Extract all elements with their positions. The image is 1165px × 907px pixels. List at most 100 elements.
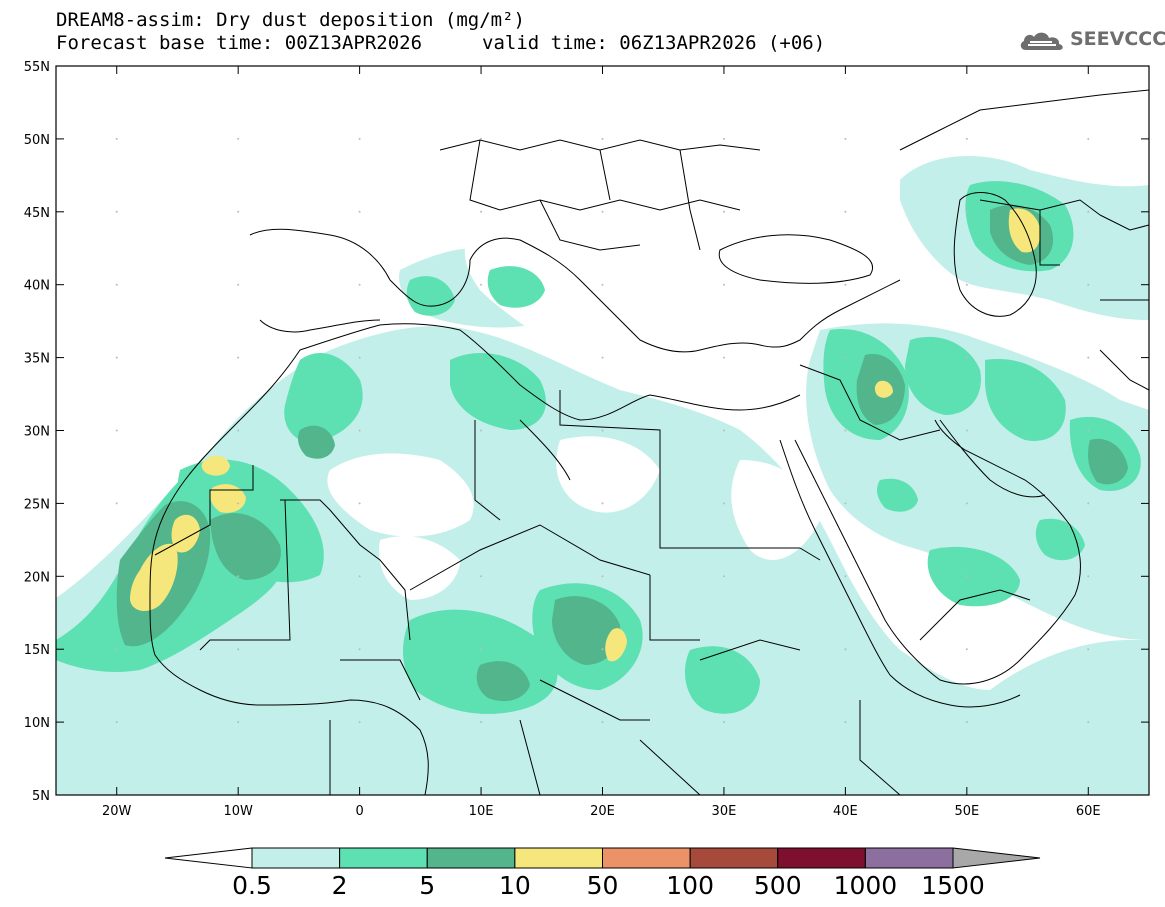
colorbar-box bbox=[251, 847, 341, 869]
grid-dot bbox=[965, 575, 968, 578]
forecast-base-time: Forecast base time: 00Z13APR2026 bbox=[56, 32, 423, 54]
lon-label: 40E bbox=[833, 804, 858, 819]
grid-dot bbox=[722, 283, 725, 286]
lat-label: 30N bbox=[24, 425, 50, 440]
grid-dot bbox=[237, 283, 240, 286]
grid-dot bbox=[722, 356, 725, 359]
lon-label: 50E bbox=[954, 804, 979, 819]
grid-dot bbox=[844, 502, 847, 505]
colorbar-label: 1500 bbox=[921, 871, 985, 900]
colorbar-box bbox=[339, 847, 428, 869]
grid-dot bbox=[480, 648, 483, 651]
grid-dot bbox=[601, 575, 604, 578]
latitude-ticks: 55N 50N 45N 40N 35N 30N 25N 20N 15N 10N 5N bbox=[24, 60, 1149, 804]
lon-label: 60E bbox=[1076, 804, 1101, 819]
grid-dot bbox=[965, 502, 968, 505]
grid-dot bbox=[237, 575, 240, 578]
colorbar-box bbox=[689, 847, 779, 869]
lat-label: 5N bbox=[32, 789, 50, 804]
grid-dot bbox=[237, 137, 240, 140]
colorbar-arrow-left bbox=[164, 847, 253, 869]
colorbar-label: 0.5 bbox=[232, 871, 272, 900]
grid-dot bbox=[601, 429, 604, 432]
grid-dot bbox=[358, 721, 361, 724]
lon-label: 10W bbox=[223, 804, 253, 819]
lat-label: 55N bbox=[24, 60, 50, 75]
logo-text: SEEVCCC bbox=[1070, 28, 1165, 50]
grid-dot bbox=[601, 137, 604, 140]
grid-dot bbox=[601, 502, 604, 505]
grid-dot bbox=[722, 429, 725, 432]
grid-dot bbox=[965, 283, 968, 286]
grid-dot bbox=[601, 210, 604, 213]
colorbar-label: 2 bbox=[332, 871, 348, 900]
colorbar-box bbox=[602, 847, 691, 869]
grid-dot bbox=[1087, 648, 1090, 651]
grid-dot bbox=[237, 429, 240, 432]
lon-label: 0 bbox=[355, 804, 363, 819]
grid-dot bbox=[722, 502, 725, 505]
colorbar-box bbox=[777, 847, 866, 869]
grid-dot bbox=[237, 721, 240, 724]
grid-dot bbox=[480, 575, 483, 578]
grid-dot bbox=[965, 356, 968, 359]
lat-lon-grid bbox=[115, 137, 1090, 724]
grid-dot bbox=[480, 283, 483, 286]
grid-dot bbox=[965, 429, 968, 432]
grid-dot bbox=[480, 429, 483, 432]
grid-dot bbox=[358, 356, 361, 359]
grid-dot bbox=[480, 721, 483, 724]
lat-label: 25N bbox=[24, 497, 50, 512]
grid-dot bbox=[722, 648, 725, 651]
cloud-logo-icon bbox=[1020, 32, 1063, 50]
grid-dot bbox=[115, 575, 118, 578]
lat-label: 45N bbox=[24, 206, 50, 221]
grid-dot bbox=[480, 502, 483, 505]
map-title: DREAM8-assim: Dry dust deposition (mg/m²… bbox=[56, 9, 525, 31]
grid-dot bbox=[722, 210, 725, 213]
grid-dot bbox=[480, 210, 483, 213]
grid-dot bbox=[115, 721, 118, 724]
grid-dot bbox=[844, 648, 847, 651]
grid-dot bbox=[601, 283, 604, 286]
grid-dot bbox=[1087, 210, 1090, 213]
lat-label: 50N bbox=[24, 133, 50, 148]
map-plot-area bbox=[56, 66, 1149, 795]
grid-dot bbox=[115, 137, 118, 140]
lat-label: 15N bbox=[24, 643, 50, 658]
grid-dot bbox=[480, 356, 483, 359]
colorbar-label: 100 bbox=[666, 871, 714, 900]
grid-dot bbox=[115, 283, 118, 286]
grid-dot bbox=[115, 648, 118, 651]
lon-label: 20W bbox=[102, 804, 132, 819]
grid-dot bbox=[358, 648, 361, 651]
longitude-ticks: 20W 10W 0 10E 20E 30E 40E 50E 60E bbox=[102, 66, 1101, 819]
grid-dot bbox=[1087, 502, 1090, 505]
grid-dot bbox=[1087, 137, 1090, 140]
grid-dot bbox=[237, 356, 240, 359]
grid-dot bbox=[1087, 575, 1090, 578]
grid-dot bbox=[965, 721, 968, 724]
grid-dot bbox=[358, 137, 361, 140]
colorbar-label: 10 bbox=[499, 871, 531, 900]
grid-dot bbox=[844, 721, 847, 724]
colorbar-label: 5 bbox=[419, 871, 435, 900]
grid-dot bbox=[358, 502, 361, 505]
seevccc-logo: SEEVCCC bbox=[1018, 28, 1165, 54]
lat-label: 35N bbox=[24, 352, 50, 367]
lon-label: 10E bbox=[469, 804, 494, 819]
lat-label: 20N bbox=[24, 570, 50, 585]
lon-label: 20E bbox=[590, 804, 615, 819]
grid-dot bbox=[844, 283, 847, 286]
dust-layer-yellow bbox=[130, 208, 1041, 662]
grid-dot bbox=[115, 502, 118, 505]
grid-dot bbox=[358, 575, 361, 578]
grid-dot bbox=[1087, 429, 1090, 432]
colorbar-label: 1000 bbox=[834, 871, 898, 900]
coastlines-borders bbox=[149, 89, 1149, 795]
grid-dot bbox=[601, 721, 604, 724]
grid-dot bbox=[844, 356, 847, 359]
colorbar-label: 50 bbox=[587, 871, 619, 900]
lat-label: 10N bbox=[24, 716, 50, 731]
